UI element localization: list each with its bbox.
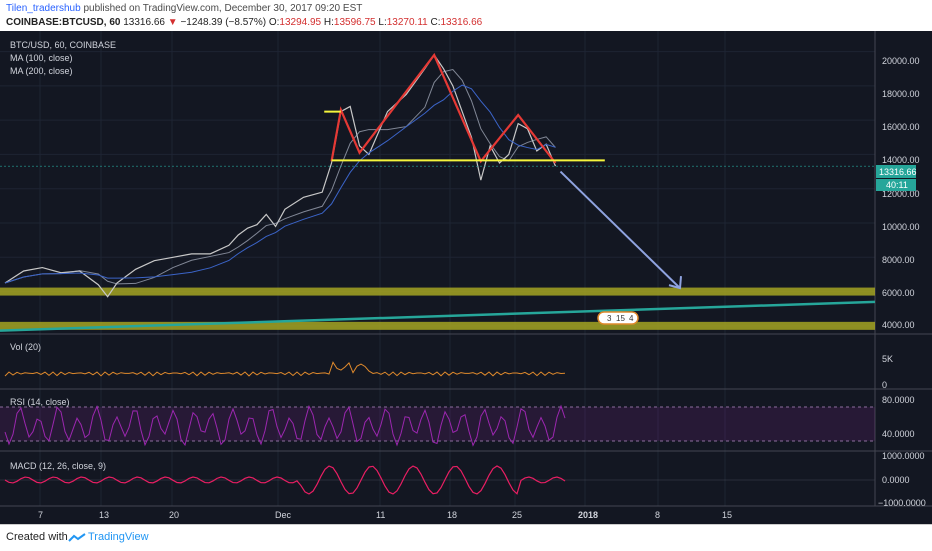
chart-title: BTC/USD, 60, COINBASE: [10, 40, 116, 50]
price-tick: 10000.00: [882, 222, 920, 232]
rsi-title: RSI (14, close): [10, 397, 70, 407]
high-label: H:: [323, 17, 334, 28]
close-value: 13316.66: [440, 17, 483, 28]
symbol-info: COINBASE:BTCUSD, 60 13316.66 ▼ −1248.39 …: [6, 17, 482, 28]
trend-line: [0, 300, 876, 332]
open-value: 13294.95: [279, 17, 322, 28]
footer: Created with TradingView: [0, 524, 932, 551]
legend-ma100: MA (100, close): [10, 53, 73, 63]
support-zone: [0, 287, 875, 296]
x-tick: 2018: [578, 510, 598, 520]
price-tick: 8000.00: [882, 255, 915, 265]
x-tick: 13: [99, 510, 109, 520]
price-tick: 4000.00: [882, 320, 915, 330]
macd-tick: −1000.0000: [878, 498, 926, 508]
last-price: 13316.66: [123, 17, 165, 28]
tradingview-link[interactable]: TradingView: [88, 531, 149, 543]
close-label: C:: [430, 17, 441, 28]
rsi-tick: 40.0000: [882, 429, 915, 439]
macd-line: [4, 465, 566, 495]
low-label: L:: [378, 17, 387, 28]
x-tick: 11: [376, 510, 385, 520]
price-tick: 18000.00: [882, 89, 920, 99]
change-arrow-icon: ▼: [167, 17, 178, 28]
x-tick: 25: [512, 510, 522, 520]
publish-info: Tilen_tradershub published on TradingVie…: [6, 3, 362, 14]
support-zone: [0, 321, 875, 330]
svg-text:15: 15: [616, 314, 625, 323]
ma200-line: [4, 84, 556, 284]
price-change: −1248.39 (−8.57%): [180, 17, 267, 28]
price-tick: 20000.00: [882, 56, 920, 66]
ma100-line: [4, 69, 556, 285]
x-tick: 7: [38, 510, 43, 520]
low-value: 13270.11: [386, 17, 428, 28]
last-price-tag-text: 13316.66: [879, 167, 917, 177]
high-value: 13596.75: [333, 17, 376, 28]
countdown-text: 40:11: [886, 180, 908, 190]
svg-text:3: 3: [607, 314, 612, 323]
price-tick: 12000.00: [882, 189, 920, 199]
last-price-tag: [876, 165, 916, 178]
chart-area[interactable]: BTC/USD, 60, COINBASE MA (100, close) MA…: [0, 31, 932, 524]
projection-arrow-head: [668, 276, 682, 290]
legend-ma200: MA (200, close): [10, 66, 73, 76]
published-text: published on TradingView.com, December 3…: [83, 3, 363, 14]
x-tick: 15: [722, 510, 732, 520]
price-tick: 6000.00: [882, 288, 915, 298]
x-tick: 20: [169, 510, 179, 520]
vol-tick: 5K: [882, 354, 893, 364]
open-label: O:: [268, 17, 280, 28]
x-tick: Dec: [275, 510, 292, 520]
vol-tick: 0: [882, 380, 887, 390]
price-tick: 14000.00: [882, 155, 920, 165]
symbol-label: COINBASE:BTCUSD, 60: [6, 17, 121, 28]
price-tick: 16000.00: [882, 122, 920, 132]
macd-tick: 1000.0000: [882, 451, 925, 461]
x-tick: 18: [447, 510, 457, 520]
svg-text:4: 4: [629, 314, 634, 323]
projection-arrow: [559, 170, 681, 289]
rsi-band: [0, 407, 875, 441]
rsi-tick: 80.0000: [882, 395, 915, 405]
head-shoulders-pattern: [330, 52, 557, 164]
author-name[interactable]: Tilen_tradershub: [6, 3, 81, 14]
countdown-tag: [876, 179, 916, 191]
volume-line: [4, 361, 566, 377]
tradingview-logo-icon: [68, 533, 86, 542]
rsi-line: [4, 404, 566, 447]
event-badge[interactable]: 3 15 4: [597, 311, 639, 325]
vol-title: Vol (20): [10, 342, 41, 352]
created-with-label: Created with: [6, 531, 68, 543]
chart-canvas[interactable]: BTC/USD, 60, COINBASE MA (100, close) MA…: [0, 31, 932, 524]
x-tick: 8: [655, 510, 660, 520]
macd-title: MACD (12, 26, close, 9): [10, 461, 106, 471]
macd-tick: 0.0000: [882, 475, 910, 485]
